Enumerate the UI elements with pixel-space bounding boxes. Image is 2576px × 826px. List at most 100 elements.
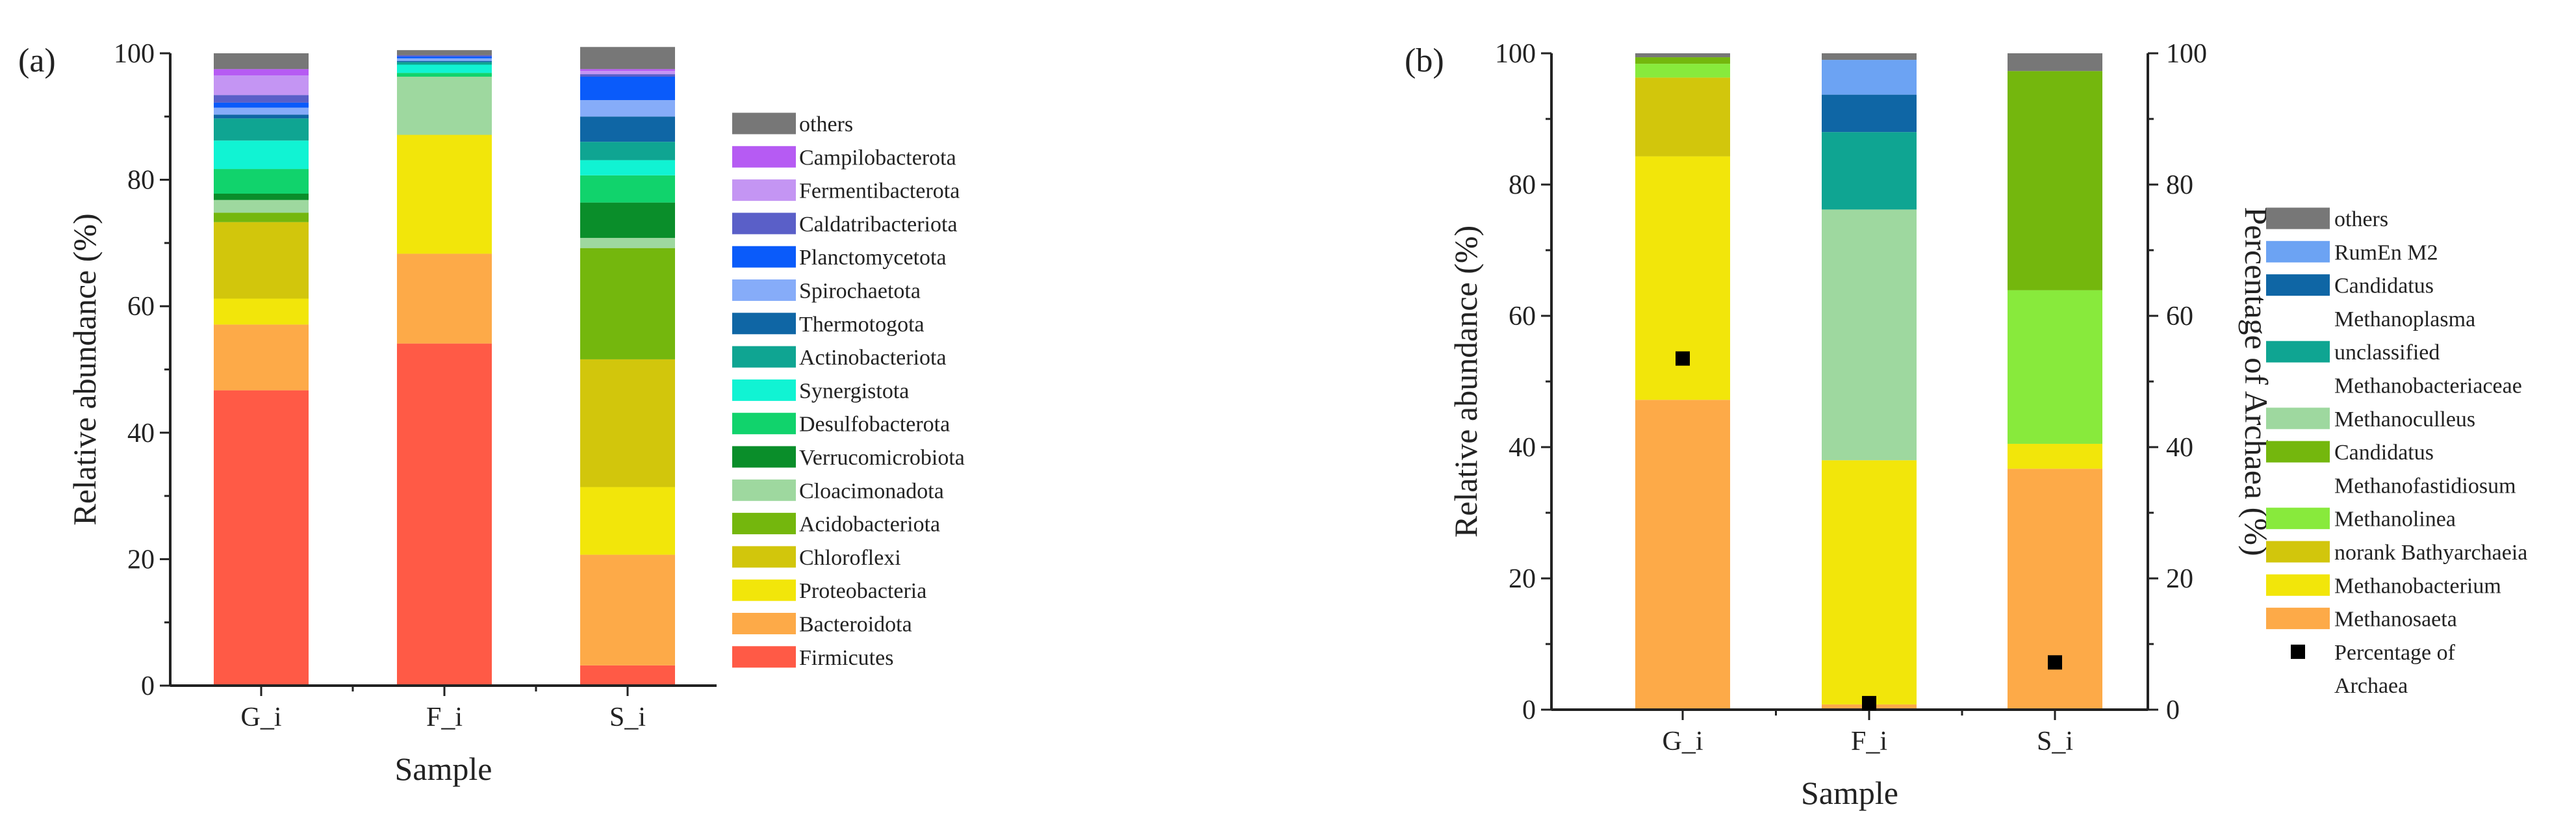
bar-segment-s-i-6	[580, 202, 675, 239]
legend-label: Chloroflexi	[799, 546, 901, 570]
bar-segment-s-i-1	[580, 554, 675, 665]
legend-label: Synergistota	[799, 379, 909, 403]
legend-swatch	[732, 313, 796, 335]
y-tick-label: 40	[127, 419, 155, 448]
bar-segment-g-i-2	[1635, 77, 1730, 157]
legend-swatch	[2266, 574, 2330, 596]
bar-segment-s-i-2	[580, 487, 675, 555]
y2-tick-label: 60	[2166, 302, 2193, 331]
bar-segment-s-i-4	[2008, 71, 2102, 290]
y-tick-label: 60	[1509, 302, 1536, 331]
bar-segment-s-i-11	[580, 100, 675, 117]
legend-swatch	[732, 413, 796, 435]
panel-label: (a)	[18, 42, 56, 79]
bar-segment-s-i-7	[580, 175, 675, 203]
bar-segment-g-i-0	[214, 390, 309, 686]
legend-swatch	[732, 546, 796, 568]
bar-segment-s-i-13	[580, 74, 675, 77]
legend-label: Fermentibacterota	[799, 179, 960, 203]
bar-segment-s-i-4	[580, 248, 675, 359]
legend-swatch	[2266, 274, 2330, 296]
legend-label: Candidatus Methanoplasma	[2334, 274, 2475, 331]
y-tick-label: 20	[127, 545, 155, 574]
legend-swatch	[732, 213, 796, 235]
bar-segment-s-i-5	[580, 238, 675, 248]
bar-segment-g-i-8	[214, 140, 309, 170]
legend-swatch	[2266, 407, 2330, 430]
bar-segment-g-i-0	[1635, 400, 1730, 710]
x-tick-label: G_i	[241, 703, 282, 732]
legend-label: norank Bathyarchaeia	[2334, 541, 2527, 565]
legend-marker-square	[2291, 644, 2305, 659]
legend-label: others	[2334, 207, 2388, 231]
legend-swatch	[732, 379, 796, 401]
legend-swatch	[2266, 541, 2330, 563]
legend-label: Actinobacteriota	[799, 346, 947, 370]
x-tick-label: F_i	[1851, 727, 1887, 756]
bar-segment-g-i-2	[214, 298, 309, 325]
legend-swatch	[2266, 341, 2330, 363]
bar-segment-g-i-4	[214, 213, 309, 222]
bar-segment-s-i-12	[580, 77, 675, 101]
legend-swatch	[732, 613, 796, 634]
bar-segment-f-i-5	[1822, 209, 1917, 461]
bar-segment-s-i-9	[580, 142, 675, 161]
bar-segment-g-i-13	[214, 95, 309, 103]
bar-segment-s-i-0	[2008, 469, 2102, 710]
legend-label: Firmicutes	[799, 646, 893, 670]
bar-segment-g-i-15	[214, 69, 309, 76]
legend-label: Methanobacterium	[2334, 574, 2501, 598]
bar-segment-f-i-1	[1822, 460, 1917, 704]
bar-segment-s-i-8	[580, 160, 675, 175]
bar-segment-f-i-12	[397, 56, 492, 58]
y-tick-label: 80	[127, 166, 155, 196]
chart-panel-0: (a) 0 20 40 60 80 100 G_i F_i S_i Sample Relative a…	[18, 39, 965, 787]
legend-swatch	[732, 446, 796, 468]
scatter-point-g-i	[1676, 351, 1690, 366]
legend-label: others	[799, 112, 853, 136]
y-tick-label: 20	[1509, 564, 1536, 594]
legend-label: Candidatus Methanofastidiosum	[2334, 441, 2516, 498]
bar-segment-s-i-16	[580, 47, 675, 70]
bar-segment-s-i-10	[580, 116, 675, 142]
legend-label: unclassified Methanobacteriaceae	[2334, 341, 2522, 398]
bar-segment-s-i-15	[580, 69, 675, 71]
bar-segment-f-i-1	[397, 253, 492, 344]
y-tick-label: 60	[127, 292, 155, 322]
legend-label: Methanosaeta	[2334, 608, 2457, 632]
bar-segment-f-i-13	[397, 55, 492, 57]
legend-label: Planctomycetota	[799, 246, 947, 270]
bar-segment-f-i-8	[1822, 60, 1917, 95]
legend-swatch	[732, 146, 796, 168]
bar-segment-f-i-2	[397, 135, 492, 254]
legend-swatch	[732, 579, 796, 601]
legend-swatch	[732, 646, 796, 668]
legend-swatch	[732, 246, 796, 268]
y-axis-title: Relative abundance (%)	[66, 213, 103, 525]
x-axis-title: Sample	[1801, 775, 1898, 811]
scatter-point-s-i	[2048, 655, 2062, 670]
legend-label: RumEn M2	[2334, 240, 2438, 265]
bar-segment-g-i-4	[1635, 57, 1730, 64]
legend-swatch	[732, 279, 796, 301]
x-tick-label: F_i	[426, 703, 463, 732]
bar-segment-f-i-7	[1822, 94, 1917, 133]
legend-swatch	[2266, 441, 2330, 463]
y-tick-label: 100	[1495, 39, 1536, 69]
y-tick-label: 100	[114, 39, 155, 69]
bar-segment-s-i-9	[2008, 53, 2102, 71]
legend-label: Campilobacterota	[799, 146, 956, 170]
bar-segment-f-i-5	[397, 77, 492, 135]
legend-label: Percentage of Archaea	[2334, 641, 2456, 698]
bar-segment-f-i-10	[397, 60, 492, 62]
legend-swatch	[732, 479, 796, 501]
bar-segment-g-i-3	[1635, 64, 1730, 78]
legend-label: Verrucomicrobiota	[799, 446, 965, 470]
bar-segment-g-i-11	[214, 107, 309, 115]
legend-swatch	[2266, 207, 2330, 229]
bar-segment-s-i-3	[580, 359, 675, 487]
legend-label: Bacteroidota	[799, 613, 912, 637]
bar-segment-g-i-6	[214, 194, 309, 200]
legend-label: Thermotogota	[799, 313, 925, 337]
